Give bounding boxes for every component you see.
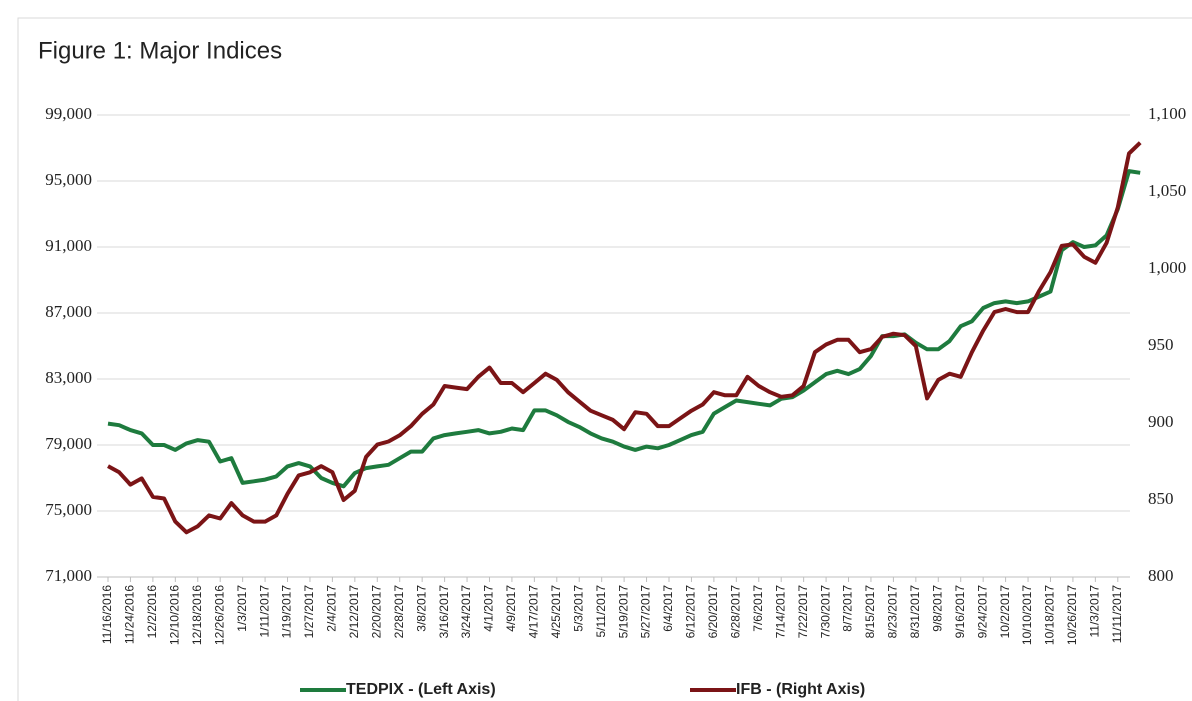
x-tick-label: 11/24/2016 xyxy=(123,585,137,644)
y2-tick-label: 850 xyxy=(1148,489,1174,508)
x-tick-label: 6/20/2017 xyxy=(706,585,720,639)
x-tick-label: 4/25/2017 xyxy=(549,585,563,639)
x-tick-label: 10/18/2017 xyxy=(1043,585,1057,645)
x-tick-label: 5/3/2017 xyxy=(571,585,585,632)
x-tick-label: 4/17/2017 xyxy=(527,585,541,639)
x-tick-label: 2/28/2017 xyxy=(392,585,406,639)
x-tick-label: 6/4/2017 xyxy=(661,585,675,632)
x-tick-label: 1/19/2017 xyxy=(280,585,294,639)
x-tick-label: 8/15/2017 xyxy=(863,585,877,639)
x-tick-label: 11/11/2017 xyxy=(1110,585,1124,644)
series-line xyxy=(107,141,1142,535)
y2-tick-label: 1,100 xyxy=(1148,104,1186,123)
y2-tick-label: 900 xyxy=(1148,412,1174,431)
y2-tick-label: 950 xyxy=(1148,335,1174,354)
x-tick-label: 9/16/2017 xyxy=(953,585,967,639)
x-tick-label: 5/27/2017 xyxy=(639,585,653,639)
x-tick-label: 2/12/2017 xyxy=(347,585,361,639)
x-tick-label: 1/3/2017 xyxy=(235,585,249,632)
x-tick-label: 11/3/2017 xyxy=(1088,585,1102,638)
frame xyxy=(17,17,1192,701)
x-tick-label: 7/30/2017 xyxy=(818,585,832,639)
x-tick-label: 4/1/2017 xyxy=(482,585,496,632)
y-tick-label: 75,000 xyxy=(45,500,92,519)
y-tick-label: 71,000 xyxy=(45,566,92,585)
x-tick-label: 6/28/2017 xyxy=(728,585,742,639)
x-tick-label: 1/11/2017 xyxy=(257,585,271,638)
x-tick-label: 8/23/2017 xyxy=(886,585,900,639)
x-tick-label: 12/26/2016 xyxy=(212,585,226,645)
x-tick-label: 10/26/2017 xyxy=(1065,585,1079,645)
legend-label: TEDPIX - (Left Axis) xyxy=(346,681,496,698)
y2-tick-label: 1,050 xyxy=(1148,181,1186,200)
x-tick-label: 8/31/2017 xyxy=(908,585,922,639)
x-tick-label: 2/20/2017 xyxy=(369,585,383,639)
x-tick-label: 9/8/2017 xyxy=(930,585,944,632)
series-line xyxy=(107,169,1141,489)
y-tick-label: 95,000 xyxy=(45,170,92,189)
x-tick-label: 12/18/2016 xyxy=(190,585,204,645)
x-tick-label: 4/9/2017 xyxy=(504,585,518,632)
x-tick-label: 3/8/2017 xyxy=(414,585,428,632)
x-tick-label: 5/19/2017 xyxy=(616,585,630,639)
y-tick-label: 83,000 xyxy=(45,368,92,387)
x-tick-label: 3/24/2017 xyxy=(459,585,473,639)
y-tick-label: 91,000 xyxy=(45,236,92,255)
y-tick-label: 87,000 xyxy=(45,302,92,321)
x-tick-label: 12/2/2016 xyxy=(145,585,159,639)
x-tick-label: 11/16/2016 xyxy=(100,585,114,644)
x-tick-label: 12/10/2016 xyxy=(167,585,181,645)
y-tick-label: 79,000 xyxy=(45,434,92,453)
legend-label: IFB - (Right Axis) xyxy=(736,681,865,698)
x-tick-label: 7/6/2017 xyxy=(751,585,765,632)
x-tick-label: 8/7/2017 xyxy=(841,585,855,632)
y2-tick-label: 1,000 xyxy=(1148,258,1186,277)
x-tick-label: 1/27/2017 xyxy=(302,585,316,639)
x-tick-label: 5/11/2017 xyxy=(594,585,608,638)
y2-tick-label: 800 xyxy=(1148,566,1174,585)
x-tick-label: 10/10/2017 xyxy=(1020,585,1034,645)
y-tick-label: 99,000 xyxy=(45,104,92,123)
x-tick-label: 6/12/2017 xyxy=(684,585,698,639)
x-tick-label: 7/22/2017 xyxy=(796,585,810,639)
x-tick-label: 3/16/2017 xyxy=(437,585,451,639)
x-tick-label: 9/24/2017 xyxy=(975,585,989,639)
x-tick-label: 7/14/2017 xyxy=(773,585,787,639)
x-tick-label: 10/2/2017 xyxy=(998,585,1012,639)
x-tick-label: 2/4/2017 xyxy=(325,585,339,632)
chart-title: Figure 1: Major Indices xyxy=(38,37,282,64)
